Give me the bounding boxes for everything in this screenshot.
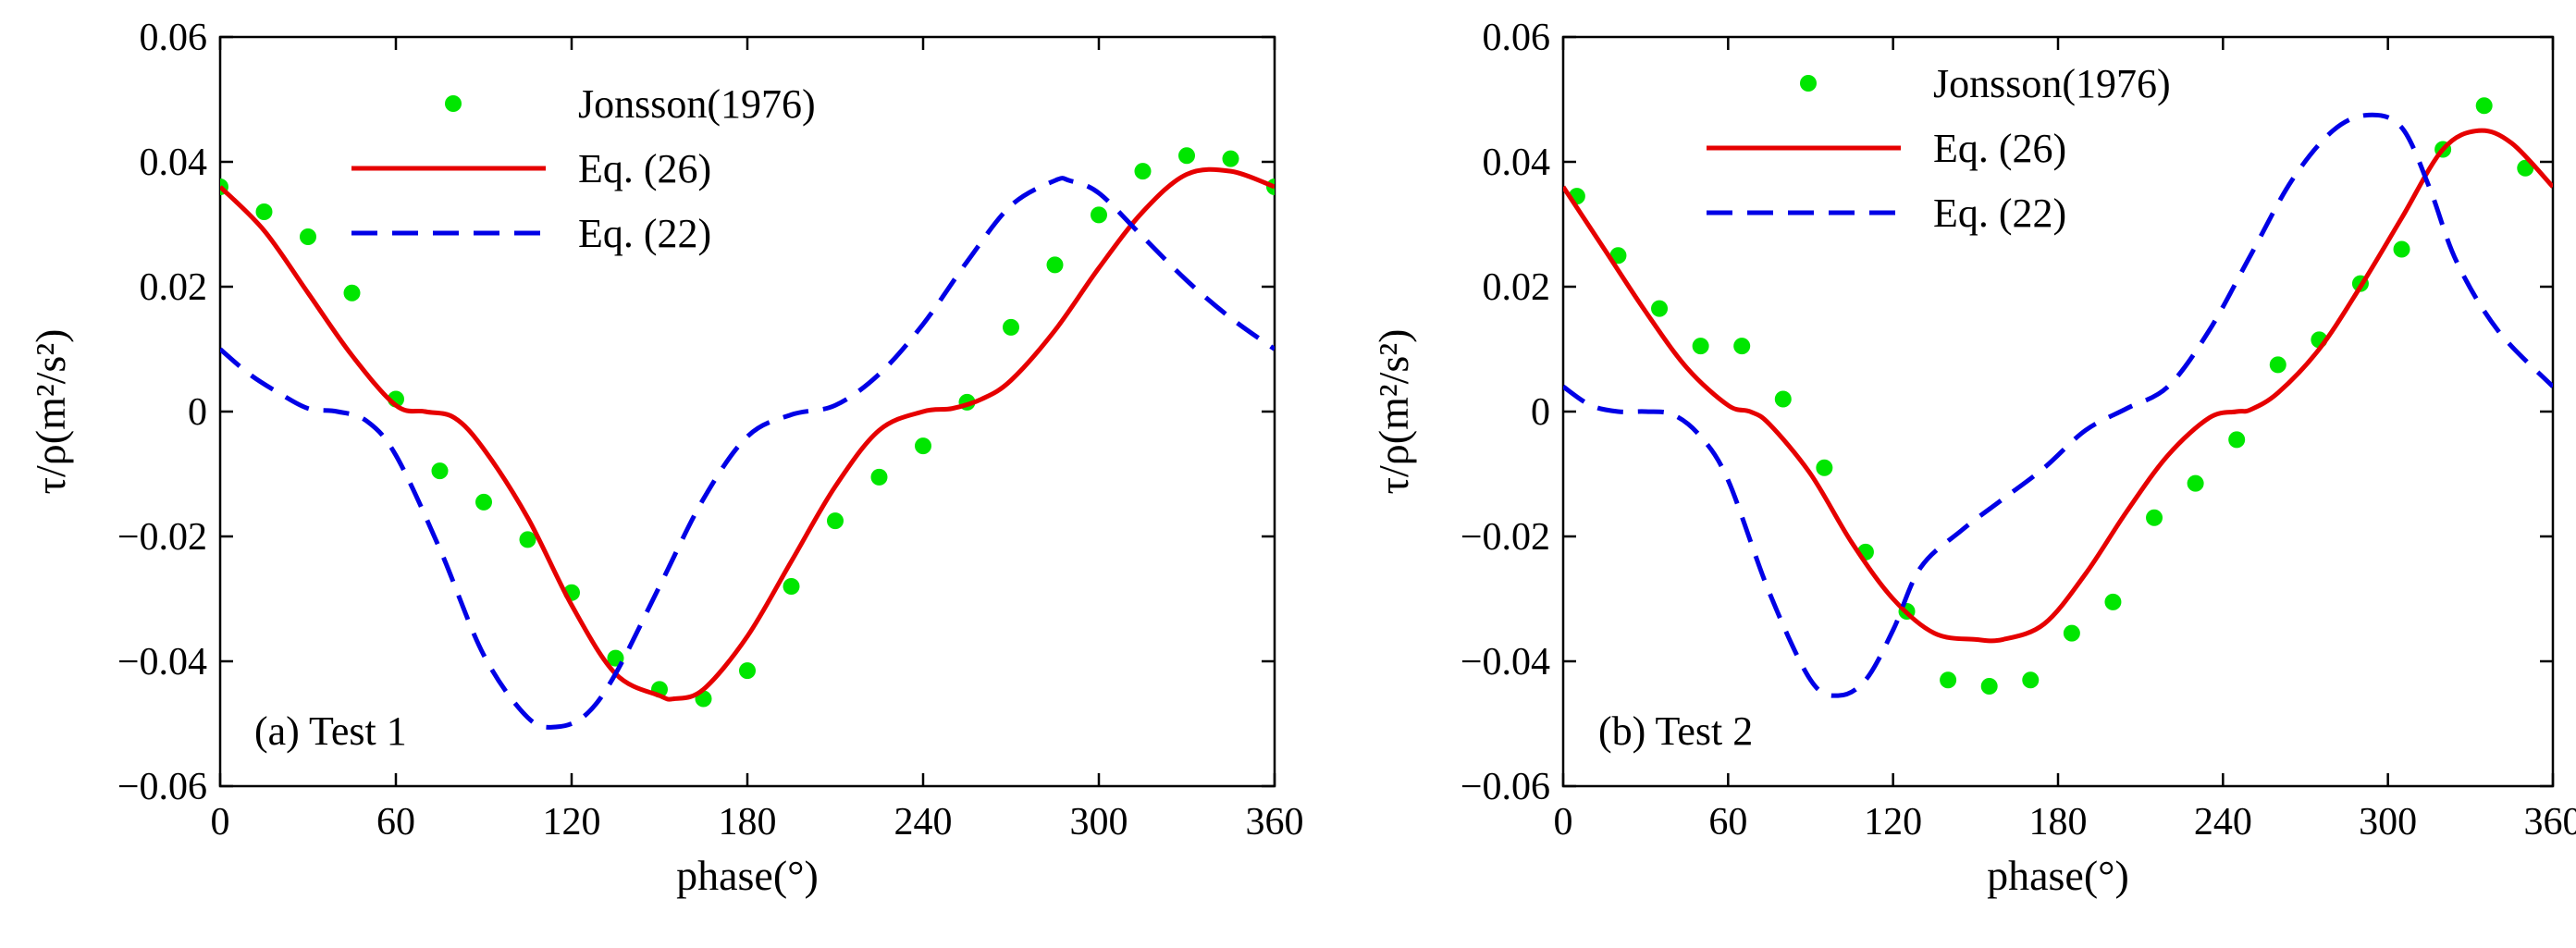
series-group	[1563, 97, 2553, 698]
series-eq-26-line	[220, 166, 1275, 702]
y-tick-label: −0.06	[117, 766, 207, 808]
x-tick-label: 300	[2359, 801, 2417, 843]
series-jonsson-1976-point	[1692, 338, 1709, 355]
series-jonsson-1976-point	[870, 468, 888, 486]
y-tick-label: 0.04	[1483, 142, 1551, 184]
series-jonsson-1976-point	[2269, 356, 2286, 374]
series-jonsson-1976-point	[2187, 474, 2204, 492]
series-jonsson-1976-point	[783, 578, 800, 595]
x-tick-label: 0	[1554, 801, 1573, 843]
series-jonsson-1976-point	[1651, 300, 1669, 317]
x-tick-label: 60	[376, 801, 415, 843]
series-jonsson-1976-point	[2475, 97, 2493, 115]
series-jonsson-1976-point	[1816, 459, 1833, 476]
legend: Jonsson(1976) Eq. (26) Eq. (22)	[1707, 61, 2171, 236]
series-jonsson-1976-point	[827, 512, 844, 530]
y-tick-label: 0	[188, 391, 207, 434]
x-axis-label: phase(°)	[1987, 852, 2129, 899]
series-jonsson-1976-point	[343, 284, 361, 302]
legend-jonsson-1976-marker	[445, 95, 462, 112]
legend-eq-22-label: Eq. (22)	[578, 211, 711, 256]
series-jonsson-1976-point	[2022, 671, 2040, 689]
x-tick-label: 0	[211, 801, 230, 843]
panel-label: (b) Test 2	[1598, 708, 1753, 754]
series-jonsson-1976-point	[431, 462, 449, 480]
series-jonsson-1976-point	[1134, 163, 1152, 180]
series-jonsson-1976-point	[1091, 206, 1107, 224]
series-jonsson-1976-point	[475, 493, 492, 511]
series-jonsson-1976-point	[739, 662, 756, 680]
x-tick-label: 240	[2194, 801, 2252, 843]
chart-panel-2: 0 60 120 180 240 300 360 −0.06 −0.04 −0.02 0 0.02 0.…	[1370, 17, 2576, 899]
y-tick-label: 0.02	[1483, 266, 1551, 309]
series-jonsson-1976-point	[1774, 390, 1792, 408]
legend: Jonsson(1976) Eq. (26) Eq. (22)	[351, 81, 816, 256]
legend-jonsson-1976-label: Jonsson(1976)	[1933, 61, 2171, 106]
chart-panel-1: 0 60 120 180 240 300 360 −0.06 −0.04 −0.02 0 0.02 0.…	[27, 17, 1304, 899]
y-tick-label: −0.04	[1461, 641, 1550, 683]
series-jonsson-1976-point	[255, 203, 273, 220]
y-tick-label: 0.06	[140, 17, 208, 59]
y-tick-label: 0.02	[140, 266, 208, 309]
y-tick-label: 0	[1531, 391, 1550, 434]
series-jonsson-1976-point	[915, 437, 931, 455]
series-group	[220, 147, 1275, 730]
y-tick-label: −0.02	[117, 516, 207, 559]
x-tick-label: 300	[1070, 801, 1128, 843]
series-jonsson-1976-point	[519, 531, 536, 548]
x-tick-label: 240	[894, 801, 953, 843]
x-axis-label: phase(°)	[676, 852, 819, 899]
series-jonsson-1976-point	[2063, 624, 2080, 642]
y-tick-label: −0.04	[117, 641, 207, 683]
y-tick-label: −0.06	[1461, 766, 1550, 808]
y-tick-label: 0.04	[140, 142, 208, 184]
x-tick-label: 60	[1708, 801, 1747, 843]
series-jonsson-1976-point	[1733, 338, 1751, 355]
series-jonsson-1976-point	[1980, 678, 1998, 695]
x-tick-label: 180	[2029, 801, 2088, 843]
y-tick-label: 0.06	[1483, 17, 1551, 59]
legend-jonsson-1976-label: Jonsson(1976)	[578, 81, 816, 127]
legend-eq-26-label: Eq. (26)	[578, 146, 711, 191]
series-eq-22-line	[220, 176, 1275, 730]
series-eq-26-line	[1563, 128, 2553, 644]
x-tick-label: 360	[1246, 801, 1304, 843]
series-jonsson-1976-point	[2104, 593, 2122, 610]
y-tick-label: −0.02	[1461, 516, 1550, 559]
series-jonsson-1976-point	[2393, 240, 2410, 258]
y-axis-label: τ/ρ(m²/s²)	[27, 329, 74, 495]
y-axis-label: τ/ρ(m²/s²)	[1370, 329, 1417, 495]
series-jonsson-1976-point	[1046, 256, 1064, 274]
x-tick-label: 120	[543, 801, 601, 843]
legend-eq-26-label: Eq. (26)	[1933, 126, 2066, 171]
legend-jonsson-1976-marker	[1800, 75, 1817, 92]
x-tick-label: 180	[719, 801, 777, 843]
legend-eq-22-label: Eq. (22)	[1933, 191, 2066, 236]
x-tick-label: 360	[2524, 801, 2576, 843]
series-jonsson-1976-point	[2228, 431, 2246, 449]
panel-label: (a) Test 1	[254, 708, 407, 754]
series-jonsson-1976-point	[1609, 247, 1627, 265]
series-jonsson-1976-point	[2146, 509, 2163, 526]
series-jonsson-1976-point	[1222, 150, 1239, 167]
series-jonsson-1976-point	[300, 228, 316, 245]
series-jonsson-1976-point	[1003, 318, 1019, 336]
series-jonsson-1976-point	[1178, 147, 1195, 165]
x-tick-label: 120	[1864, 801, 1922, 843]
series-jonsson-1976-point	[1940, 671, 1957, 689]
